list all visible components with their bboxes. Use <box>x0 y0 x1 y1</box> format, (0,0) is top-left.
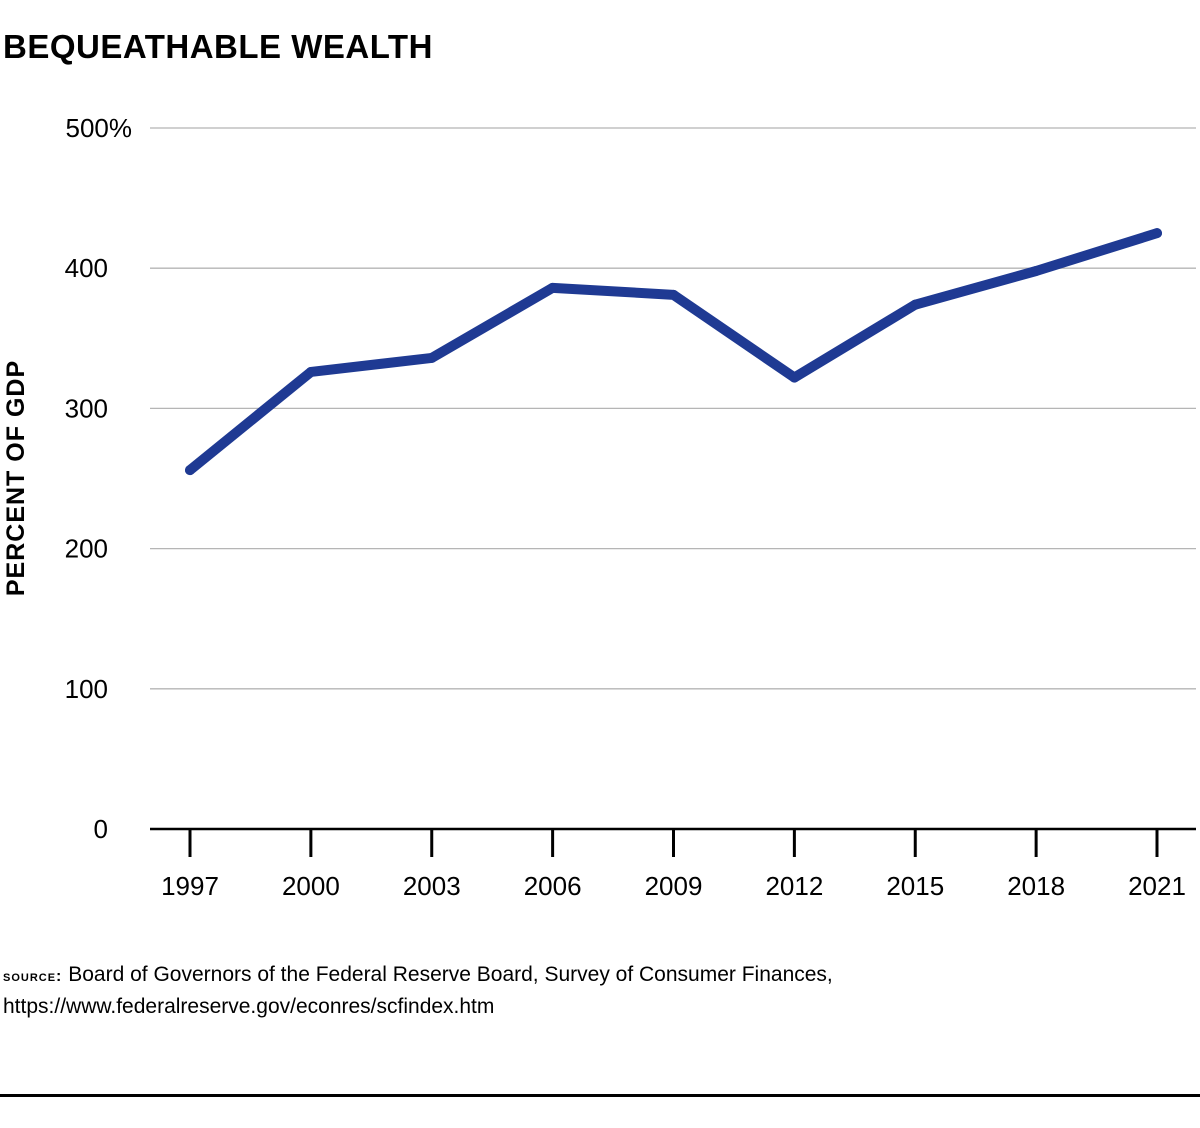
x-tick-label: 2021 <box>1128 871 1186 901</box>
source-note: SOURCE: Board of Governors of the Federa… <box>3 960 833 1022</box>
data-point <box>185 465 195 476</box>
data-point <box>426 352 437 363</box>
x-tick-label: 2012 <box>765 871 823 901</box>
y-tick-label: 500% <box>66 113 133 143</box>
x-tick-label: 2015 <box>886 871 944 901</box>
x-tick-label: 2000 <box>282 871 340 901</box>
data-point <box>1152 228 1162 239</box>
x-tick-label: 2003 <box>403 871 461 901</box>
x-tick-label: 2009 <box>645 871 703 901</box>
y-tick-label: 100 <box>65 674 108 704</box>
y-tick-labels: 0 100 200 300 400 500% <box>65 113 132 844</box>
line-chart: 0 100 200 300 400 500% PERCENT OF GDP 1997 200… <box>2 113 1196 901</box>
x-ticks: 1997 2000 2003 2006 2009 2012 2015 2018 2021 <box>161 829 1186 901</box>
y-tick-label: 0 <box>94 814 108 844</box>
data-point <box>547 282 558 293</box>
x-tick-label: 2018 <box>1007 871 1065 901</box>
data-point <box>668 289 679 300</box>
source-label: SOURCE: <box>3 968 63 985</box>
x-tick-label: 2006 <box>524 871 582 901</box>
x-tick-label: 1997 <box>161 871 219 901</box>
y-axis-label: PERCENT OF GDP <box>2 360 30 596</box>
gridlines <box>150 127 1196 690</box>
chart-title: BEQUEATHABLE WEALTH <box>3 28 433 65</box>
y-tick-label: 300 <box>65 393 108 423</box>
series-group <box>185 228 1162 476</box>
data-point <box>1031 266 1042 277</box>
data-point <box>789 372 800 383</box>
y-tick-label: 400 <box>65 253 108 283</box>
data-point <box>305 366 316 377</box>
data-point <box>910 299 921 310</box>
source-text: Board of Governors of the Federal Reserv… <box>68 963 833 986</box>
source-url[interactable]: https://www.federalreserve.gov/econres/s… <box>3 995 495 1018</box>
y-tick-label: 200 <box>65 534 108 564</box>
bottom-rule <box>0 1094 1200 1097</box>
